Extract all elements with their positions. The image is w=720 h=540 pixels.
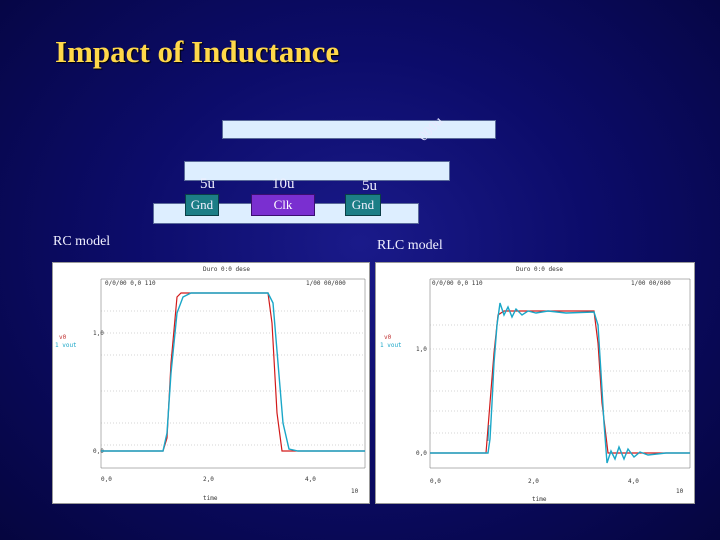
rlc-waveform-plot: Duro 0:0 dese 0/0/00 0,0 110 1/00 00/000…: [375, 262, 695, 504]
plot-row1-left: 0/0/00 0,0 110: [432, 280, 483, 287]
rc-model-label: RC model: [53, 234, 111, 249]
x-axis-label: time: [203, 495, 218, 502]
x-tick-1: 2,0: [203, 476, 214, 483]
x-tick-0: 0,0: [101, 476, 112, 483]
plot-header: Duro 0:0 dese: [516, 266, 563, 273]
legend-input: v0: [59, 334, 67, 341]
rc-waveform-plot: Duro 0:0 dese 0/0/00 0,0 110 1/00 00/000…: [52, 262, 370, 504]
legend-output: 1 vout: [380, 342, 402, 349]
rlc-model-label: RLC model: [377, 238, 443, 253]
output-trace: [101, 292, 365, 452]
x-tick-1: 2,0: [528, 478, 539, 485]
wire-right-gnd: Gnd: [345, 194, 381, 216]
plot-row1-left: 0/0/00 0,0 110: [105, 280, 156, 287]
wire-left-gnd: Gnd: [185, 194, 219, 216]
y-tick-lo: 0,0: [93, 448, 104, 455]
plot-row1-right: 1/00 00/000: [306, 280, 346, 287]
input-trace: [101, 292, 365, 452]
legend-input: v0: [384, 334, 392, 341]
x-unit: 10: [351, 488, 359, 495]
y-tick-hi: 1,0: [416, 346, 427, 353]
x-unit: 10: [676, 488, 684, 495]
wire-left-width: 5u: [200, 176, 215, 192]
x-tick-0: 0,0: [430, 478, 441, 485]
plot-row1-right: 1/00 00/000: [631, 280, 671, 287]
top-plane: [222, 120, 496, 139]
output-trace: [430, 302, 690, 464]
input-trace: [430, 310, 690, 454]
wire-right-width: 5u: [362, 178, 377, 194]
y-tick-lo: 0,0: [416, 450, 427, 457]
legend-output: 1 vout: [55, 342, 77, 349]
middle-plane: [184, 161, 450, 181]
x-axis-label: time: [532, 496, 547, 503]
top-plane-dimension: 000u: [416, 114, 447, 145]
output-spike: [487, 424, 490, 442]
x-tick-2: 4,0: [628, 478, 639, 485]
page-title: Impact of Inductance: [55, 34, 340, 69]
plot-header: Duro 0:0 dese: [203, 266, 250, 273]
y-tick-hi: 1,0: [93, 330, 104, 337]
x-tick-2: 4,0: [305, 476, 316, 483]
wire-mid-width: 10u: [272, 176, 295, 192]
wire-mid-clk: Clk: [251, 194, 315, 216]
